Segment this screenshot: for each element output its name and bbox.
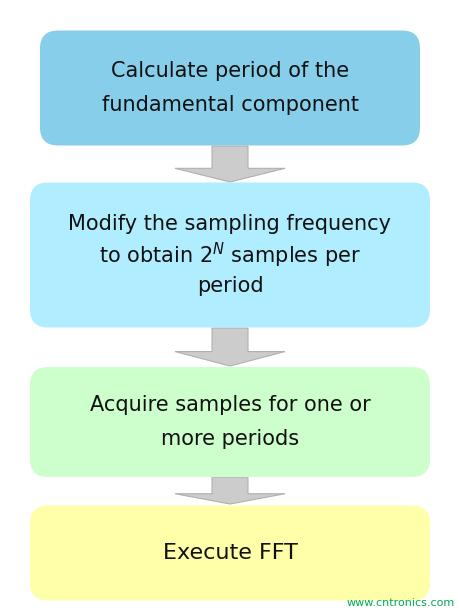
FancyBboxPatch shape [40, 31, 419, 145]
Text: period: period [196, 276, 263, 296]
Text: Execute FFT: Execute FFT [162, 543, 297, 563]
Polygon shape [174, 328, 285, 366]
Text: fundamental component: fundamental component [101, 95, 358, 115]
Text: to obtain 2$^N$ samples per: to obtain 2$^N$ samples per [99, 240, 360, 270]
Text: Calculate period of the: Calculate period of the [111, 61, 348, 81]
FancyBboxPatch shape [30, 367, 429, 477]
FancyBboxPatch shape [30, 182, 429, 328]
Text: Acquire samples for one or: Acquire samples for one or [90, 395, 369, 415]
Text: more periods: more periods [161, 429, 298, 449]
Polygon shape [174, 146, 285, 182]
Text: www.cntronics.com: www.cntronics.com [346, 598, 454, 608]
Text: Modify the sampling frequency: Modify the sampling frequency [68, 214, 391, 233]
Polygon shape [174, 477, 285, 504]
FancyBboxPatch shape [30, 506, 429, 601]
